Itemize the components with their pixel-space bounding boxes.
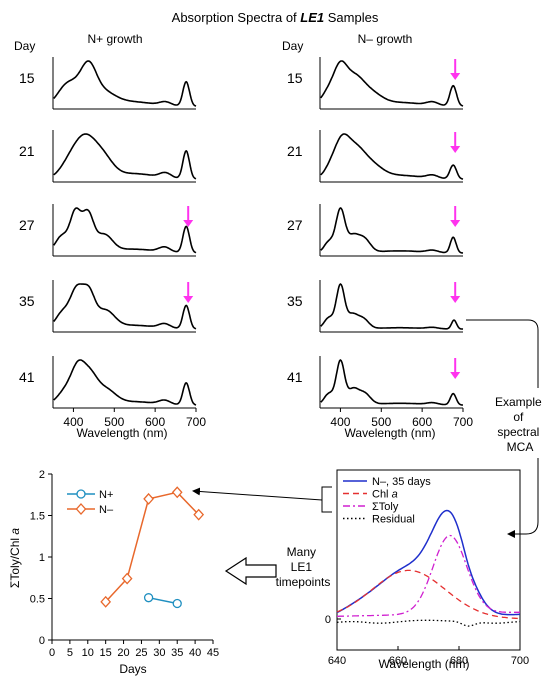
day-label-n-minus-15: 15 bbox=[287, 70, 303, 86]
spectrum-n-plus-day-21 bbox=[53, 133, 197, 180]
ratio-point-n-plus bbox=[172, 598, 182, 609]
spectra-xtick-label-n-plus-600: 600 bbox=[145, 415, 165, 429]
ratio-xtick-label-40: 40 bbox=[189, 647, 201, 659]
spectrum-n-minus-day-35 bbox=[320, 283, 464, 330]
day-label-n-plus-41: 41 bbox=[19, 369, 35, 385]
spectrum-n-minus-day-15 bbox=[320, 60, 464, 107]
ratio-xtick-label-20: 20 bbox=[117, 647, 129, 659]
ratio-ylabel: ΣToly/Chl a bbox=[8, 528, 22, 588]
ratio-point-n-plus bbox=[143, 593, 154, 603]
magenta-arrow-n-minus-day-27 bbox=[450, 206, 461, 227]
mca-xtick-label-680: 680 bbox=[450, 655, 468, 667]
magenta-arrow-n-plus-day-27 bbox=[183, 206, 194, 227]
mca-legend-label-1: Chl a bbox=[372, 489, 398, 501]
ratio-xtick-label-0: 0 bbox=[49, 647, 55, 659]
ratio-legend-marker-n-minus bbox=[75, 503, 87, 515]
ratio-legend-label-n-minus: N– bbox=[99, 504, 114, 516]
mca-series-2 bbox=[337, 534, 521, 617]
spectrum-n-minus-day-21 bbox=[320, 133, 464, 180]
ratio-ytick-label-1: 1 bbox=[39, 552, 45, 564]
ratio-xtick-label-30: 30 bbox=[153, 647, 165, 659]
figure-title: Absorption Spectra of LE1 Samples bbox=[172, 10, 379, 25]
magenta-arrow-n-minus-day-21 bbox=[450, 132, 461, 153]
spectra-xtick-label-n-minus-400: 400 bbox=[330, 415, 350, 429]
mca-xlabel: Wavelength (nm) bbox=[379, 657, 470, 671]
ratio-line-n-minus bbox=[105, 491, 200, 603]
ratio-ytick-label-2: 2 bbox=[39, 469, 45, 481]
day-label-n-minus-35: 35 bbox=[287, 293, 303, 309]
ratio-legend-marker-n-plus bbox=[76, 489, 86, 499]
mca-legend-label-3: Residual bbox=[372, 514, 415, 526]
spectra-xtick-label-n-minus-500: 500 bbox=[371, 415, 391, 429]
day-label-n-plus-35: 35 bbox=[19, 293, 35, 309]
spectra-xtick-label-n-minus-600: 600 bbox=[412, 415, 432, 429]
example-label: Example of spectral MCA bbox=[495, 395, 545, 454]
ratio-ytick-label-1.5: 1.5 bbox=[30, 511, 45, 523]
mca-legend-label-0: N–, 35 days bbox=[372, 476, 431, 488]
ratio-point-n-minus bbox=[121, 572, 133, 585]
day-label-n-minus-27: 27 bbox=[287, 217, 303, 233]
magenta-arrow-n-plus-day-35 bbox=[183, 282, 194, 303]
column-label-n-minus: N– growth bbox=[358, 32, 413, 46]
mca-series-0 bbox=[336, 509, 520, 616]
ratio-legend-label-n-plus: N+ bbox=[99, 489, 113, 501]
magenta-arrow-n-minus-day-35 bbox=[450, 282, 461, 303]
mca-legend-label-2: ΣToly bbox=[372, 501, 399, 513]
mca-series-1 bbox=[336, 569, 520, 620]
spectrum-n-plus-day-15 bbox=[53, 60, 197, 107]
day-label-n-minus-21: 21 bbox=[287, 143, 303, 159]
ratio-xtick-label-45: 45 bbox=[207, 647, 219, 659]
ratio-xtick-label-35: 35 bbox=[171, 647, 183, 659]
ratio-point-n-minus bbox=[193, 508, 205, 521]
mca-frame bbox=[336, 469, 521, 651]
ratio-xtick-label-15: 15 bbox=[100, 647, 112, 659]
magenta-arrow-n-minus-day-15 bbox=[450, 59, 461, 80]
spectrum-n-minus-day-27 bbox=[320, 207, 464, 254]
magenta-arrow-n-minus-day-41 bbox=[450, 358, 461, 379]
absorption-spectra-grid: 15 15 21 21 27 27 35 35 41 41 400 500 600 700 400 500 60… bbox=[19, 57, 473, 429]
day-label-n-minus-41: 41 bbox=[287, 369, 303, 385]
many-timepoints-arrow bbox=[224, 556, 277, 586]
many-timepoints-label: Many LE1 timepoints bbox=[276, 545, 331, 589]
spectra-xtick-label-n-minus-700: 700 bbox=[453, 415, 473, 429]
mca-xtick-label-640: 640 bbox=[328, 655, 346, 667]
mca-xtick-label-700: 700 bbox=[511, 655, 529, 667]
spectra-xlabel-left: Wavelength (nm) bbox=[77, 426, 168, 440]
ratio-xtick-label-10: 10 bbox=[82, 647, 94, 659]
spectra-xtick-label-n-plus-500: 500 bbox=[104, 415, 124, 429]
spectrum-n-plus-day-27 bbox=[53, 207, 197, 254]
ratio-xtick-label-25: 25 bbox=[135, 647, 147, 659]
mca-xtick-label-660: 660 bbox=[389, 655, 407, 667]
day-header-left: Day bbox=[14, 39, 35, 53]
ratio-point-n-minus bbox=[100, 595, 112, 608]
connector-arrow-to-mca-lower bbox=[507, 458, 539, 538]
spectrum-n-minus-day-41 bbox=[320, 359, 463, 406]
ratio-point-n-minus bbox=[143, 492, 154, 505]
day-label-n-plus-21: 21 bbox=[19, 143, 35, 159]
column-label-n-plus: N+ growth bbox=[87, 32, 142, 46]
spectra-xtick-label-n-plus-700: 700 bbox=[186, 415, 206, 429]
ratio-line-n-plus bbox=[148, 596, 178, 605]
ratio-xtick-label-5: 5 bbox=[67, 647, 73, 659]
ratio-point-n-minus bbox=[171, 486, 183, 499]
spectra-xlabel-right: Wavelength (nm) bbox=[345, 426, 436, 440]
spectrum-n-plus-day-35 bbox=[53, 283, 197, 330]
mca-ytick-label-0: 0 bbox=[325, 614, 331, 626]
connector-arrow-to-mca bbox=[466, 319, 539, 388]
arrow-to-ratio-plot bbox=[192, 487, 323, 501]
mca-bracket bbox=[321, 486, 332, 513]
ratio-ytick-label-0.5: 0.5 bbox=[30, 594, 45, 606]
day-header-right: Day bbox=[282, 39, 303, 53]
day-label-n-plus-27: 27 bbox=[19, 217, 35, 233]
spectra-xtick-label-n-plus-400: 400 bbox=[63, 415, 83, 429]
mca-series-3 bbox=[336, 619, 521, 627]
spectrum-n-plus-day-41 bbox=[53, 359, 197, 406]
day-label-n-plus-15: 15 bbox=[19, 70, 35, 86]
ratio-ytick-label-0: 0 bbox=[39, 635, 45, 647]
ratio-xlabel: Days bbox=[119, 662, 146, 676]
